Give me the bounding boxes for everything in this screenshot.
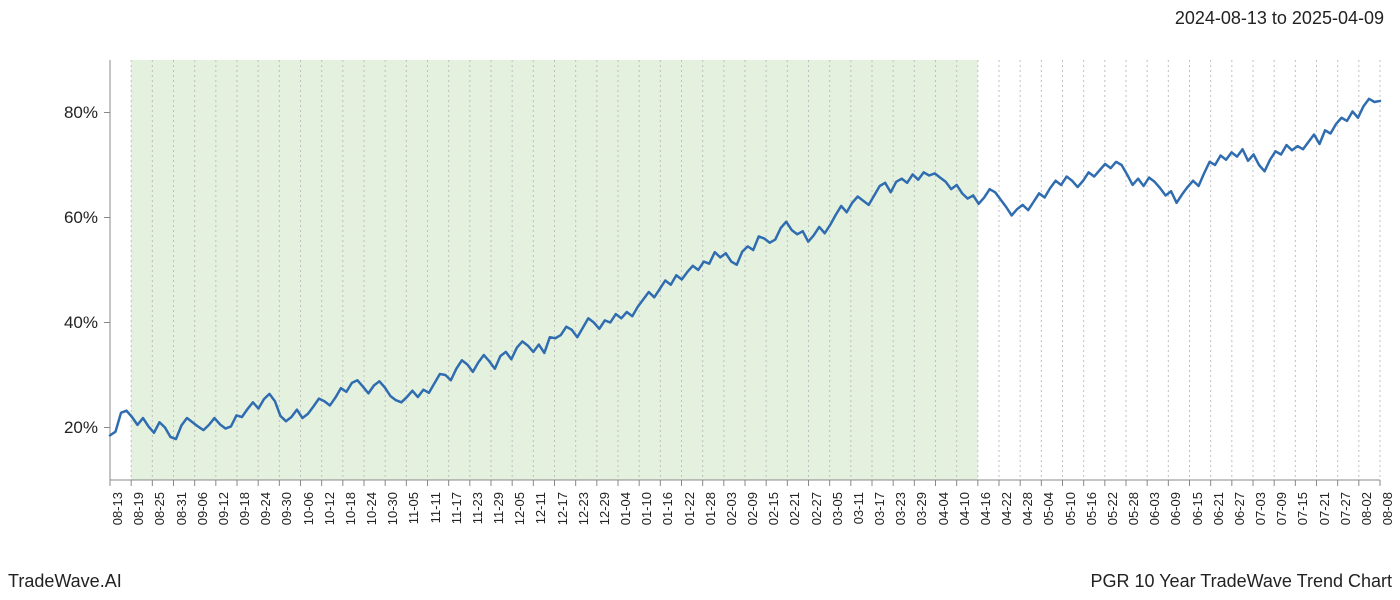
y-tick-label: 40% [0, 313, 98, 333]
x-tick-label: 10-06 [301, 492, 316, 542]
x-tick-label: 08-25 [152, 492, 167, 542]
x-tick-label: 05-22 [1105, 492, 1120, 542]
x-tick-label: 02-03 [724, 492, 739, 542]
x-tick-label: 09-12 [216, 492, 231, 542]
x-tick-label: 09-06 [195, 492, 210, 542]
y-tick-label: 80% [0, 103, 98, 123]
x-tick-label: 01-16 [660, 492, 675, 542]
x-tick-label: 11-05 [406, 492, 421, 542]
chart-svg [0, 40, 1400, 560]
x-tick-label: 07-27 [1338, 492, 1353, 542]
x-tick-label: 02-09 [745, 492, 760, 542]
x-tick-label: 06-15 [1190, 492, 1205, 542]
x-tick-label: 10-30 [385, 492, 400, 542]
x-tick-label: 02-15 [766, 492, 781, 542]
y-tick-label: 60% [0, 208, 98, 228]
x-tick-label: 11-23 [470, 492, 485, 542]
x-tick-label: 05-16 [1084, 492, 1099, 542]
x-tick-label: 10-18 [343, 492, 358, 542]
x-tick-label: 07-09 [1274, 492, 1289, 542]
x-tick-label: 04-28 [1020, 492, 1035, 542]
x-tick-label: 05-28 [1126, 492, 1141, 542]
trend-chart: 20% 40% 60% 80% 08-13 08-19 08-25 08-31 09-06 09… [0, 40, 1400, 560]
x-tick-label: 12-17 [555, 492, 570, 542]
x-tick-label: 09-24 [258, 492, 273, 542]
x-tick-label: 06-03 [1147, 492, 1162, 542]
x-tick-label: 01-04 [618, 492, 633, 542]
x-tick-label: 12-05 [512, 492, 527, 542]
x-tick-label: 12-29 [597, 492, 612, 542]
x-tick-label: 11-29 [491, 492, 506, 542]
x-tick-label: 06-09 [1168, 492, 1183, 542]
x-tick-label: 08-13 [110, 492, 125, 542]
x-tick-label: 10-12 [322, 492, 337, 542]
x-tick-label: 05-04 [1041, 492, 1056, 542]
x-tick-label: 03-29 [914, 492, 929, 542]
x-tick-label: 03-23 [893, 492, 908, 542]
brand-label: TradeWave.AI [8, 571, 122, 592]
chart-title: PGR 10 Year TradeWave Trend Chart [1091, 571, 1393, 592]
x-tick-label: 12-11 [533, 492, 548, 542]
date-range-label: 2024-08-13 to 2025-04-09 [1175, 8, 1384, 29]
x-tick-label: 06-27 [1232, 492, 1247, 542]
x-tick-label: 07-15 [1295, 492, 1310, 542]
y-tick-label: 20% [0, 418, 98, 438]
x-tick-label: 05-10 [1063, 492, 1078, 542]
x-tick-label: 02-27 [809, 492, 824, 542]
x-tick-label: 11-11 [428, 492, 443, 542]
x-tick-label: 09-30 [279, 492, 294, 542]
x-tick-label: 07-21 [1317, 492, 1332, 542]
x-tick-label: 03-17 [872, 492, 887, 542]
x-tick-label: 04-10 [957, 492, 972, 542]
x-tick-label: 08-02 [1359, 492, 1374, 542]
x-tick-label: 08-19 [131, 492, 146, 542]
x-tick-label: 06-21 [1211, 492, 1226, 542]
x-tick-label: 03-05 [830, 492, 845, 542]
x-tick-label: 02-21 [787, 492, 802, 542]
x-tick-label: 11-17 [449, 492, 464, 542]
x-tick-label: 03-11 [851, 492, 866, 542]
x-tick-label: 09-18 [237, 492, 252, 542]
x-tick-label: 04-22 [999, 492, 1014, 542]
x-tick-label: 01-28 [703, 492, 718, 542]
x-tick-label: 04-16 [978, 492, 993, 542]
x-tick-label: 08-08 [1380, 492, 1395, 542]
x-tick-label: 07-03 [1253, 492, 1268, 542]
x-tick-label: 01-22 [682, 492, 697, 542]
x-tick-label: 04-04 [936, 492, 951, 542]
x-tick-label: 10-24 [364, 492, 379, 542]
x-tick-label: 08-31 [174, 492, 189, 542]
x-tick-label: 01-10 [639, 492, 654, 542]
x-tick-label: 12-23 [576, 492, 591, 542]
